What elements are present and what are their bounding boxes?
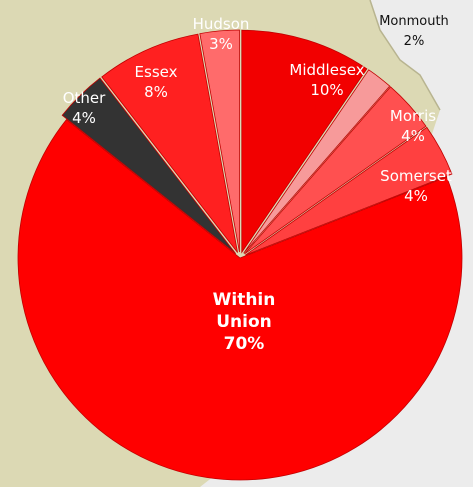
- slice-percent: 4%: [72, 109, 96, 127]
- slice-percent: 2%: [403, 34, 425, 49]
- slice-label: Other 4%: [63, 88, 106, 128]
- slice-name: Within Union: [212, 290, 276, 332]
- pie: [17, 29, 463, 481]
- slice-label: Somerset 4%: [380, 166, 452, 206]
- slice-label: Morris 4%: [390, 106, 436, 146]
- slice-name: Middlesex: [289, 61, 365, 79]
- pie-slice: [245, 126, 453, 256]
- slice-label: Hudson 3%: [193, 14, 250, 54]
- slice-name: Morris: [389, 107, 437, 125]
- map-border: [369, 0, 441, 111]
- slice-percent: 3%: [209, 35, 233, 53]
- pie-slice: [243, 69, 391, 254]
- pie-slice: [61, 77, 237, 255]
- pie-slice: [241, 29, 368, 254]
- pie-slice: [17, 119, 463, 481]
- slice-name: Somerset: [380, 167, 452, 185]
- slice-name: Hudson: [192, 15, 250, 33]
- pie-slice: [244, 86, 427, 255]
- slice-percent: 4%: [404, 187, 428, 205]
- slice-label: Within Union 70%: [204, 289, 284, 355]
- pie-slice: [199, 29, 240, 253]
- pie-slice: [101, 33, 238, 253]
- slice-label: Monmouth 2%: [379, 12, 449, 52]
- slice-percent: 8%: [144, 83, 168, 101]
- slice-name: Essex: [134, 63, 178, 81]
- slice-label: Middlesex 10%: [289, 60, 364, 100]
- slice-name: Other: [62, 89, 106, 107]
- slice-name: Monmouth: [379, 14, 449, 29]
- slice-label: Essex 8%: [135, 62, 178, 102]
- slice-percent: 10%: [310, 81, 344, 99]
- slice-percent: 70%: [223, 334, 265, 354]
- slice-percent: 4%: [401, 127, 425, 145]
